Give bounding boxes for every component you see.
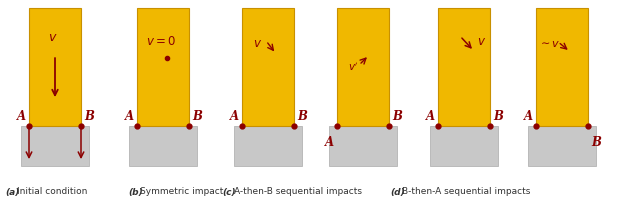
Text: $v$: $v$ [253,37,262,50]
Text: B: B [493,110,503,123]
Text: B-then-A sequential impacts: B-then-A sequential impacts [402,187,531,197]
Bar [536,8,588,126]
Text: A: A [17,110,26,123]
Bar [430,126,498,166]
Text: A: A [325,136,334,149]
Text: A-then-B sequential impacts: A-then-B sequential impacts [234,187,362,197]
Bar [242,8,294,126]
Bar [129,126,197,166]
Text: Initial condition: Initial condition [17,187,88,197]
Text: B: B [392,110,402,123]
Text: B: B [192,110,202,123]
Bar [234,126,302,166]
Bar [329,126,397,166]
Text: A: A [230,110,239,123]
Bar [528,126,596,166]
Text: (d): (d) [390,187,404,197]
Text: (b): (b) [128,187,143,197]
Text: B: B [84,110,94,123]
Bar [21,126,89,166]
Text: A: A [125,110,134,123]
Text: $v$: $v$ [48,31,58,44]
Text: $v'$: $v'$ [348,61,358,73]
Text: (c): (c) [222,187,236,197]
Text: ${\sim}v$: ${\sim}v$ [538,39,560,49]
Bar [337,8,389,126]
Text: A: A [426,110,435,123]
Text: $v=0$: $v=0$ [146,35,176,48]
Text: A: A [524,110,533,123]
Text: (a): (a) [5,187,19,197]
Text: B: B [591,136,601,149]
Bar [29,8,81,126]
Bar [438,8,490,126]
Text: $v$: $v$ [477,35,486,48]
Bar [137,8,189,126]
Text: Symmetric impact: Symmetric impact [140,187,223,197]
Text: B: B [297,110,307,123]
